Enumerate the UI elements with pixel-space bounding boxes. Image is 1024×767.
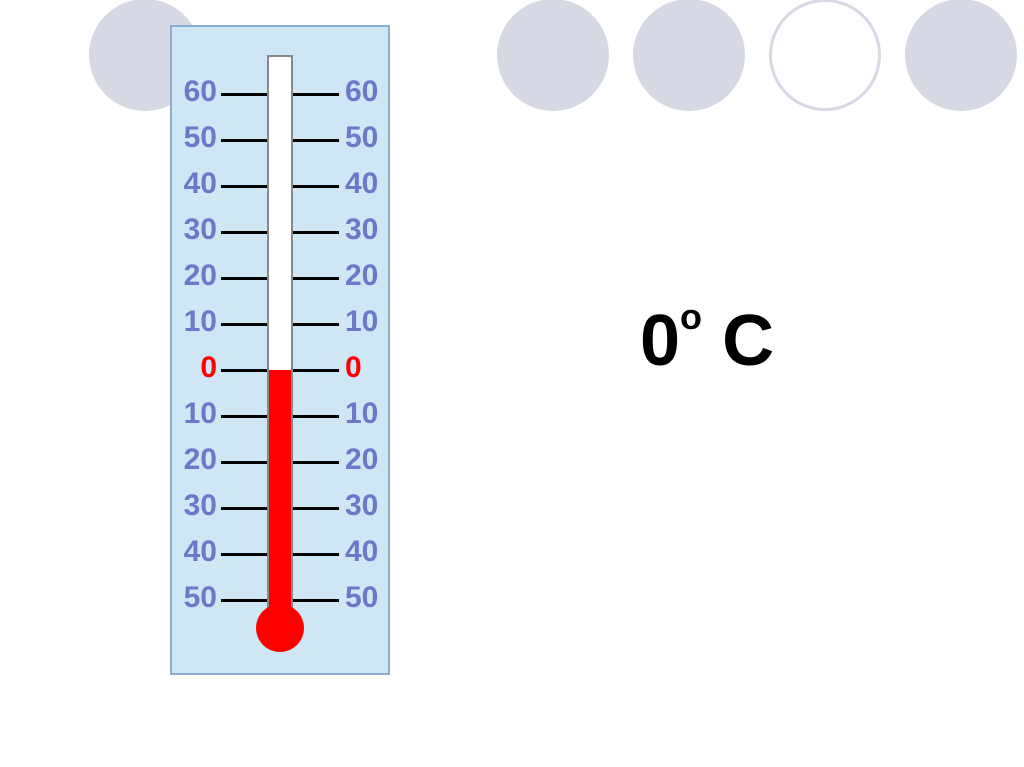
scale-label-right: 0 xyxy=(345,351,362,385)
readout-unit: C xyxy=(722,301,774,381)
scale-label-left: 30 xyxy=(184,489,217,523)
scale-label-left: 10 xyxy=(184,305,217,339)
scale-label-right: 40 xyxy=(345,167,378,201)
scale-tick xyxy=(221,185,267,188)
scale-tick xyxy=(221,93,267,96)
scale-label-left: 40 xyxy=(184,535,217,569)
scale-tick xyxy=(293,553,339,556)
scale-label-left: 40 xyxy=(184,167,217,201)
scale-label-right: 30 xyxy=(345,213,378,247)
decor-circle xyxy=(769,0,881,111)
scale-tick xyxy=(221,369,267,372)
scale-label-right: 60 xyxy=(345,75,378,109)
scale-label-left: 50 xyxy=(184,121,217,155)
scale-tick xyxy=(293,139,339,142)
scale-label-right: 20 xyxy=(345,259,378,293)
scale-label-left: 20 xyxy=(184,443,217,477)
scale-tick xyxy=(293,461,339,464)
scale-label-left: 30 xyxy=(184,213,217,247)
scale-tick xyxy=(221,139,267,142)
scale-tick xyxy=(293,415,339,418)
scale-tick xyxy=(221,553,267,556)
readout-value: 0 xyxy=(640,301,680,381)
scale-label-left: 20 xyxy=(184,259,217,293)
scale-tick xyxy=(293,323,339,326)
scale-tick xyxy=(221,323,267,326)
decor-circle xyxy=(497,0,609,111)
temperature-readout: 0o C xyxy=(640,300,774,382)
decor-circle xyxy=(905,0,1017,111)
scale-tick xyxy=(293,277,339,280)
scale-tick xyxy=(221,461,267,464)
scale-label-right: 10 xyxy=(345,397,378,431)
scale-tick xyxy=(221,277,267,280)
scale-label-right: 30 xyxy=(345,489,378,523)
scale-tick xyxy=(221,415,267,418)
readout-degree: o xyxy=(680,296,702,337)
thermometer-fill xyxy=(269,370,291,628)
scale-tick xyxy=(221,507,267,510)
decor-circle xyxy=(633,0,745,111)
scale-label-right: 10 xyxy=(345,305,378,339)
scale-label-left: 10 xyxy=(184,397,217,431)
scale-label-right: 20 xyxy=(345,443,378,477)
scale-label-left: 0 xyxy=(200,351,217,385)
scale-label-right: 40 xyxy=(345,535,378,569)
scale-label-left: 50 xyxy=(184,581,217,615)
thermometer-bulb xyxy=(256,604,304,652)
scale-tick xyxy=(293,185,339,188)
scale-tick xyxy=(293,599,339,602)
scale-label-left: 60 xyxy=(184,75,217,109)
scale-tick xyxy=(293,93,339,96)
scale-tick xyxy=(293,231,339,234)
scale-tick xyxy=(221,599,267,602)
scale-label-right: 50 xyxy=(345,121,378,155)
scale-tick xyxy=(221,231,267,234)
scale-label-right: 50 xyxy=(345,581,378,615)
scale-tick xyxy=(293,507,339,510)
scale-tick xyxy=(293,369,339,372)
